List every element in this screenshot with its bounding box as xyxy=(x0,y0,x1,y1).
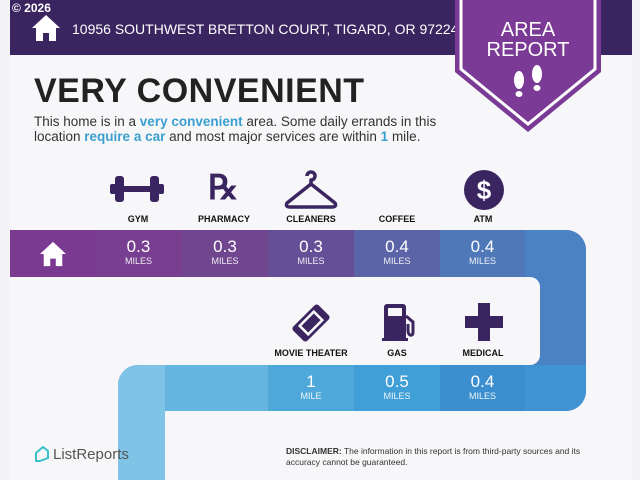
badge-title: AREA REPORT xyxy=(486,19,570,61)
page-title: VERY CONVENIENT xyxy=(34,72,365,110)
coffee-label: COFFEE xyxy=(378,214,416,224)
home-icon xyxy=(39,241,66,267)
svg-text:$: $ xyxy=(477,175,492,205)
medical-distance: 0.4 MILES xyxy=(440,365,525,411)
pharmacy-label: PHARMACY xyxy=(197,214,250,224)
dumbbell-icon xyxy=(110,176,164,202)
rx-icon: ℞ xyxy=(208,168,239,208)
gas-distance: 0.5 MILES xyxy=(354,365,440,411)
dollar-icon: $ xyxy=(464,170,504,210)
atm-distance: 0.4 MILES xyxy=(440,230,525,277)
cleaners-label: CLEANERS xyxy=(286,214,336,224)
area-report-badge xyxy=(455,0,601,132)
atm-label: ATM xyxy=(473,214,493,224)
road-left xyxy=(118,365,165,480)
footprints-icon xyxy=(514,65,542,97)
gym-label: GYM xyxy=(127,214,149,224)
cleaners-distance: 0.3 MILES xyxy=(268,230,354,277)
coffee-distance: 0.4 MILES xyxy=(354,230,440,277)
listreports-logo-icon xyxy=(35,446,49,462)
gas-label: GAS xyxy=(387,348,407,358)
medical-cross-icon xyxy=(465,303,503,341)
movie-theater-label: MOVIE THEATER xyxy=(274,348,348,358)
description: This home is in a very convenient area. … xyxy=(34,114,437,144)
home-icon xyxy=(32,15,60,41)
home-cell xyxy=(10,230,95,277)
hanger-icon xyxy=(284,170,338,209)
ticket-icon xyxy=(292,304,330,342)
medical-label: MEDICAL xyxy=(462,348,504,358)
movie-distance: 1 MILE xyxy=(268,365,354,411)
gym-distance: 0.3 MILES xyxy=(95,230,182,277)
address: 10956 SOUTHWEST BRETTON COURT, TIGARD, O… xyxy=(72,21,459,37)
listreports-logo: ListReports xyxy=(34,445,129,463)
gas-pump-icon xyxy=(382,304,415,341)
copyright: © 2026 xyxy=(12,1,51,15)
pharmacy-distance: 0.3 MILES xyxy=(182,230,268,277)
disclaimer: DISCLAIMER: The information in this repo… xyxy=(286,446,581,467)
